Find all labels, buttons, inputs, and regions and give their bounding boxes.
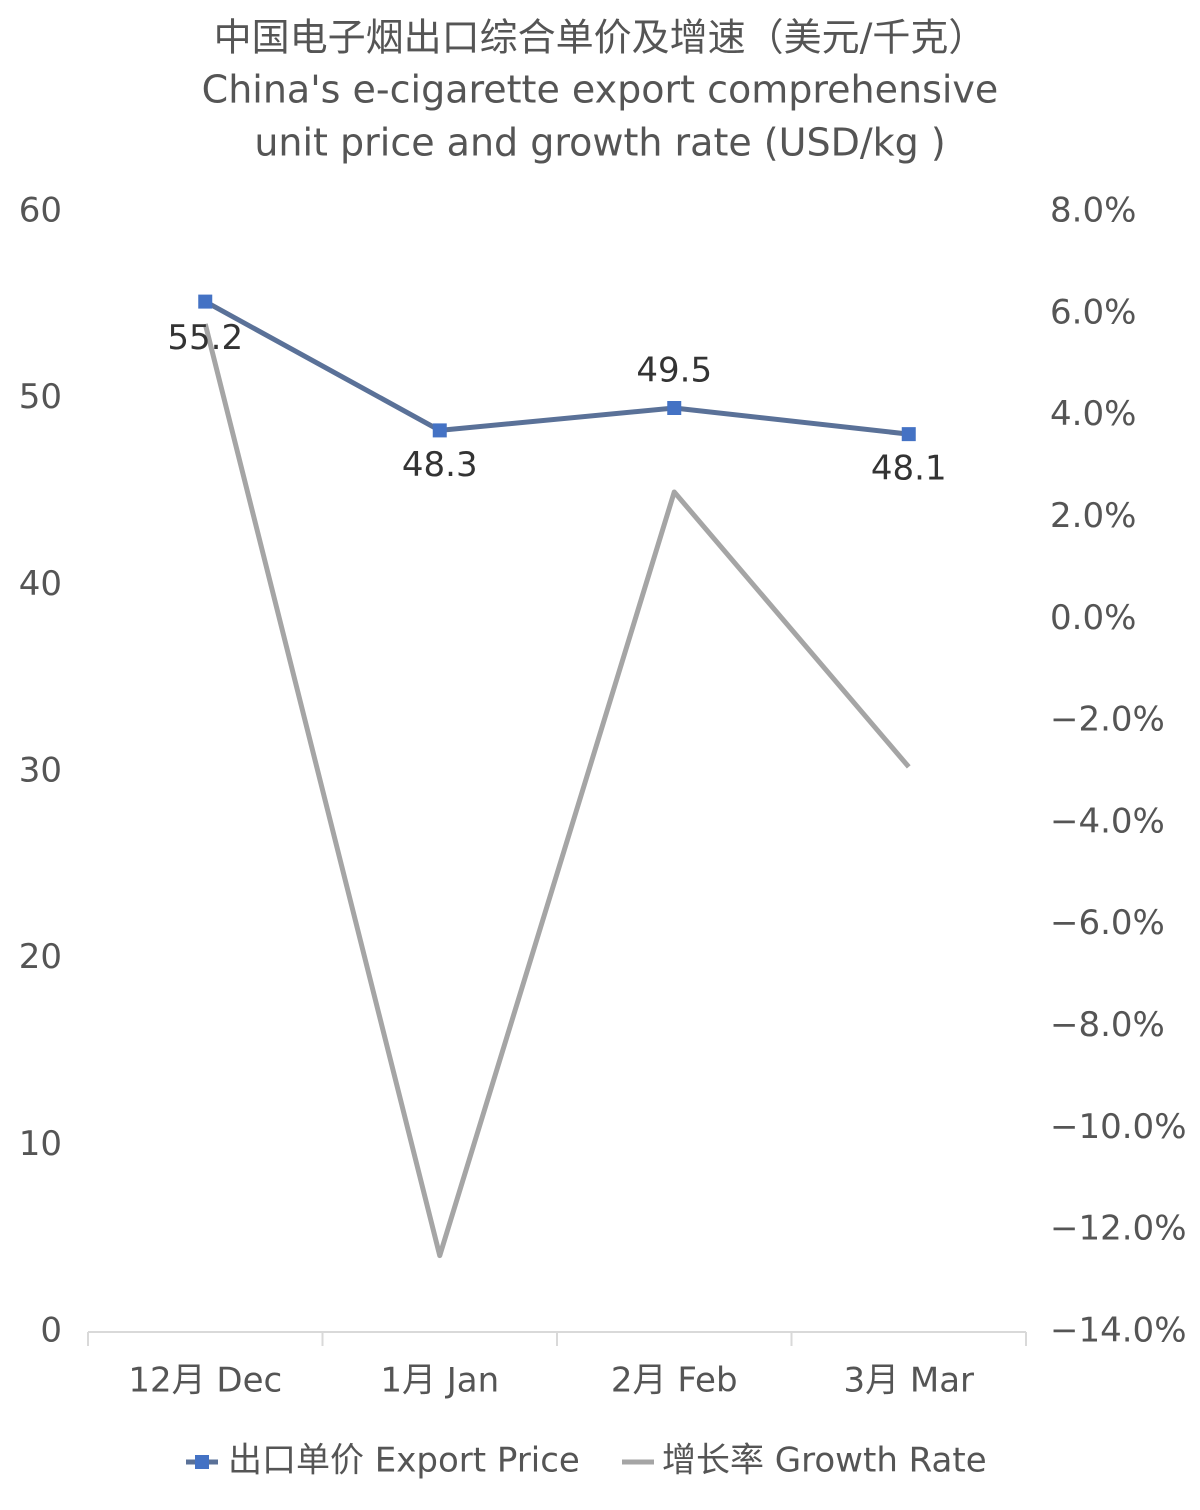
chart-title: unit price and growth rate (USD/kg ): [254, 121, 945, 165]
data-label: 55.2: [167, 318, 243, 358]
marker: [198, 294, 213, 309]
y2-tick-label: 2.0%: [1050, 496, 1136, 536]
marker: [667, 401, 682, 415]
y2-tick-label: 8.0%: [1050, 191, 1136, 231]
legend-label: 增长率 Growth Rate: [662, 1441, 987, 1481]
y-tick-label: 40: [19, 564, 62, 604]
y-tick-label: 10: [19, 1124, 62, 1164]
y2-tick-label: −12.0%: [1050, 1209, 1187, 1249]
series-line: [202, 323, 911, 1259]
y-tick-label: 50: [19, 377, 62, 417]
y2-tick-label: 4.0%: [1050, 394, 1136, 434]
data-label: 48.3: [402, 445, 478, 485]
y2-tick-label: −4.0%: [1050, 801, 1165, 841]
y2-tick-label: −2.0%: [1050, 700, 1165, 740]
marker: [901, 427, 916, 442]
x-tick-label: 2月 Feb: [611, 1361, 738, 1401]
legend-label: 出口单价 Export Price: [228, 1441, 580, 1481]
x-tick-label: 12月 Dec: [128, 1361, 282, 1401]
y2-tick-label: 0.0%: [1050, 598, 1136, 638]
y-tick-label: 0: [40, 1311, 62, 1351]
y2-tick-label: −6.0%: [1050, 903, 1165, 943]
data-label: 48.1: [871, 449, 947, 489]
x-tick-label: 1月 Jan: [380, 1361, 499, 1401]
y-tick-label: 20: [19, 937, 62, 977]
chart-title: China's e-cigarette export comprehensive: [202, 68, 999, 112]
data-label: 49.5: [636, 351, 712, 391]
x-tick-label: 3月 Mar: [843, 1361, 974, 1401]
y-tick-label: 60: [19, 191, 62, 231]
y2-tick-label: −8.0%: [1050, 1005, 1165, 1045]
chart-title: 中国电子烟出口综合单价及增速（美元/千克）: [214, 16, 987, 60]
y2-tick-label: −14.0%: [1050, 1311, 1187, 1351]
marker: [432, 423, 447, 438]
series-line: [204, 299, 910, 437]
y2-tick-label: 6.0%: [1050, 292, 1136, 332]
y2-tick-label: −10.0%: [1050, 1107, 1187, 1147]
y-tick-label: 30: [19, 751, 62, 791]
legend-marker: [195, 1455, 209, 1469]
